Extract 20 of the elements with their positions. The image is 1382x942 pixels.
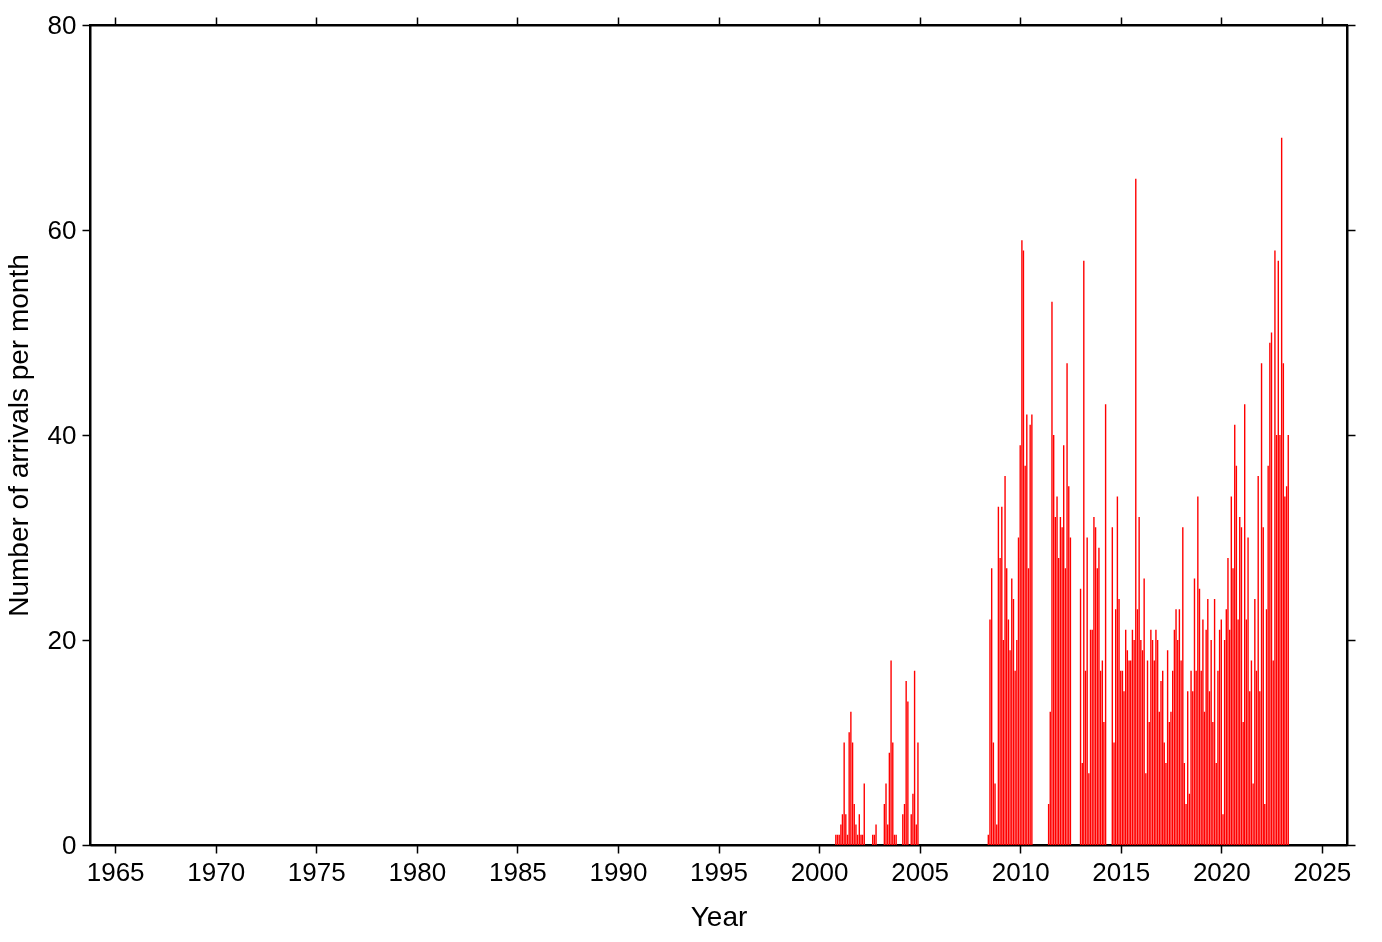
x-tick-label: 1970 — [187, 856, 246, 887]
x-tick-label: 1990 — [589, 856, 648, 887]
y-tick-label: 20 — [47, 624, 77, 655]
y-tick-label: 0 — [62, 829, 77, 860]
y-tick-label: 40 — [47, 419, 77, 450]
x-tick-label: 1995 — [690, 856, 748, 887]
x-tick-label: 2010 — [991, 856, 1050, 887]
x-tick-label: 1965 — [86, 856, 145, 887]
x-axis-title: Year — [690, 900, 748, 932]
x-tick-label: 2015 — [1092, 856, 1151, 887]
x-tick-label: 1980 — [388, 856, 447, 887]
x-tick-label: 2025 — [1293, 856, 1352, 887]
y-tick-label: 60 — [47, 214, 77, 245]
x-tick-label: 2005 — [891, 856, 950, 887]
y-axis-title: Number of arrivals per month — [2, 254, 34, 617]
x-tick-label: 1985 — [488, 856, 547, 887]
x-tick-label: 1975 — [287, 856, 346, 887]
x-tick-label: 2020 — [1192, 856, 1251, 887]
y-tick-label: 80 — [47, 9, 77, 40]
x-tick-label: 2000 — [790, 856, 849, 887]
